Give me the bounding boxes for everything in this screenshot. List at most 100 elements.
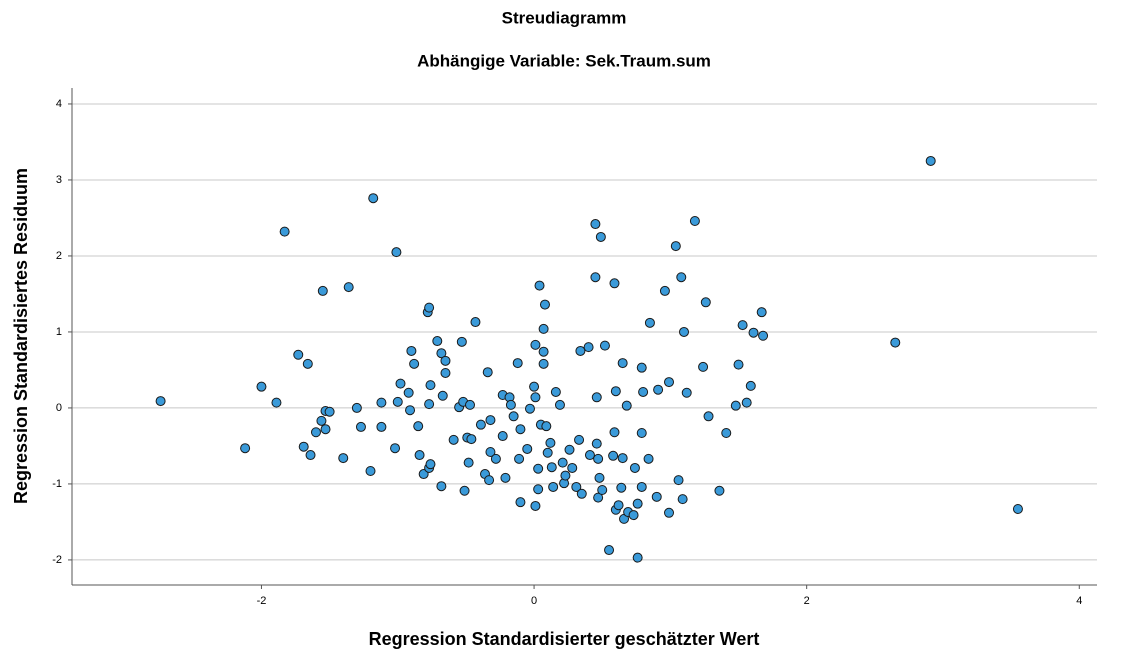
- y-tick-label: -1: [52, 478, 62, 490]
- point: [636, 428, 647, 439]
- point: [593, 453, 604, 464]
- point: [659, 285, 670, 296]
- point: [522, 443, 533, 454]
- point: [470, 317, 481, 328]
- point: [714, 485, 725, 496]
- chart-subtitle: Abhängige Variable: Sek.Traum.sum: [417, 51, 711, 70]
- point: [664, 377, 675, 388]
- point: [440, 355, 451, 366]
- point: [643, 453, 654, 464]
- point: [638, 386, 649, 397]
- point: [484, 475, 495, 486]
- point: [424, 399, 435, 410]
- point: [591, 392, 602, 403]
- y-tick-label: 2: [56, 250, 62, 262]
- point: [424, 302, 435, 313]
- point: [550, 386, 561, 397]
- point: [644, 317, 655, 328]
- point: [594, 472, 605, 483]
- point: [890, 337, 901, 348]
- point: [698, 361, 709, 372]
- point: [591, 438, 602, 449]
- point: [338, 453, 349, 464]
- point: [534, 280, 545, 291]
- y-tick-label: 3: [56, 174, 62, 186]
- point: [689, 215, 700, 226]
- point: [681, 387, 692, 398]
- point: [636, 362, 647, 373]
- point: [376, 397, 387, 408]
- point: [390, 443, 401, 454]
- point: [741, 397, 752, 408]
- point: [597, 485, 608, 496]
- point: [279, 226, 290, 237]
- point: [575, 345, 586, 356]
- point: [576, 488, 587, 499]
- point: [617, 358, 628, 369]
- point: [256, 381, 267, 392]
- point: [584, 450, 595, 461]
- point: [564, 444, 575, 455]
- point: [475, 419, 486, 430]
- point: [409, 358, 420, 369]
- point: [405, 405, 416, 416]
- point: [355, 421, 366, 432]
- point: [721, 428, 732, 439]
- point: [567, 462, 578, 473]
- point: [756, 307, 767, 318]
- y-tick-label: 1: [56, 326, 62, 338]
- point: [515, 497, 526, 508]
- point: [758, 330, 769, 341]
- point: [343, 282, 354, 293]
- point: [305, 450, 316, 461]
- point: [590, 272, 601, 283]
- point: [530, 339, 541, 350]
- point: [317, 285, 328, 296]
- y-axis-label: Regression Standardisiertes Residuum: [11, 168, 31, 504]
- point: [574, 434, 585, 445]
- point: [456, 336, 467, 347]
- point: [459, 485, 470, 496]
- point: [617, 453, 628, 464]
- point: [514, 453, 525, 464]
- point: [538, 346, 549, 357]
- point: [497, 431, 508, 442]
- point: [395, 378, 406, 389]
- point: [392, 396, 403, 407]
- point: [628, 510, 639, 521]
- point: [538, 358, 549, 369]
- point: [414, 450, 425, 461]
- point: [425, 380, 436, 391]
- point: [485, 447, 496, 458]
- point: [546, 462, 557, 473]
- point: [391, 247, 402, 258]
- point: [351, 402, 362, 413]
- point: [664, 507, 675, 518]
- point: [677, 494, 688, 505]
- point: [425, 459, 436, 470]
- point: [533, 484, 544, 495]
- point: [595, 231, 606, 242]
- x-tick-label: 0: [531, 595, 537, 607]
- point: [539, 299, 550, 310]
- point: [538, 323, 549, 334]
- point: [609, 278, 620, 289]
- point: [703, 411, 714, 422]
- point: [524, 403, 535, 414]
- point: [632, 552, 643, 563]
- point: [670, 241, 681, 252]
- point: [679, 326, 690, 337]
- point: [613, 500, 624, 511]
- point: [403, 387, 414, 398]
- point: [515, 424, 526, 435]
- point: [302, 358, 313, 369]
- point: [542, 447, 553, 458]
- point: [745, 380, 756, 391]
- point: [316, 415, 327, 426]
- point: [590, 219, 601, 230]
- point: [368, 193, 379, 204]
- x-tick-label: -2: [257, 595, 267, 607]
- point: [676, 272, 687, 283]
- point: [512, 358, 523, 369]
